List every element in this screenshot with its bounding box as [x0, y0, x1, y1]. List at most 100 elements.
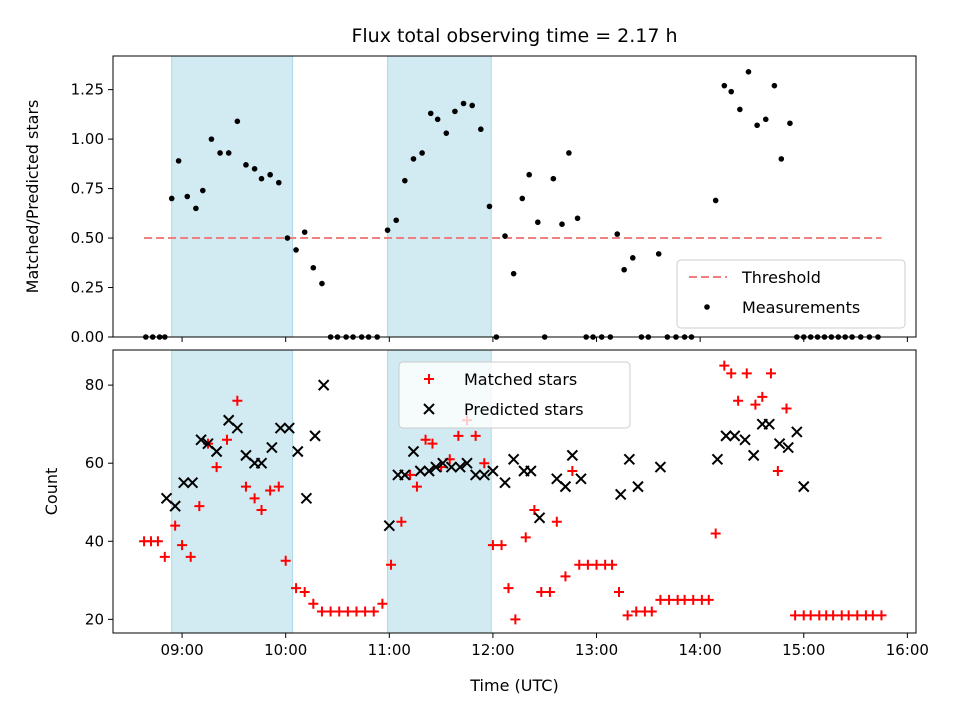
legend-label: Measurements — [742, 298, 860, 317]
measurement-point — [559, 221, 565, 228]
matched-point — [622, 610, 633, 621]
matched-point — [368, 606, 379, 617]
matched-point — [646, 606, 657, 617]
matched-point — [679, 594, 690, 605]
legend-box — [676, 259, 906, 329]
predicted-point — [274, 422, 287, 434]
measurement-point — [402, 177, 408, 184]
measurement-point — [193, 205, 199, 212]
predicted-point — [317, 379, 330, 391]
matched-point — [325, 606, 336, 617]
matched-point — [420, 434, 431, 445]
measurement-point — [519, 195, 526, 202]
matched-point — [781, 403, 792, 414]
matched-point — [221, 434, 232, 445]
predicted-point — [423, 465, 435, 477]
predicted-point — [623, 453, 636, 466]
y-tick-label: 40 — [85, 532, 104, 550]
legend-label: Matched stars — [464, 370, 577, 389]
matched-point — [299, 587, 310, 598]
x-axis-label: Time (UTC) — [469, 676, 558, 695]
matched-point — [544, 587, 555, 598]
predicted-point — [195, 434, 207, 446]
matched-point — [726, 368, 737, 379]
y-tick-label: 0.50 — [71, 229, 104, 247]
legend: Threshold Measurements — [676, 259, 906, 329]
measurement-point — [550, 175, 557, 182]
measurement-point — [275, 179, 282, 186]
matched-point — [757, 391, 768, 402]
predicted-point — [499, 477, 511, 489]
predicted-point — [575, 473, 587, 485]
y-tick-label: 20 — [85, 610, 104, 628]
measurement-point — [225, 150, 232, 156]
measurement-point — [526, 171, 532, 178]
predicted-point — [559, 480, 572, 493]
matched-point — [470, 430, 481, 441]
matched-point — [688, 594, 699, 605]
legend-box — [398, 361, 631, 429]
predicted-point — [283, 422, 295, 434]
predicted-point — [798, 480, 810, 493]
measurement-point — [745, 69, 752, 75]
predicted-point — [407, 445, 420, 458]
measurement-point — [217, 150, 223, 156]
x-tick-label: 12:00 — [471, 641, 514, 659]
y-axis-label: Count — [42, 468, 61, 516]
predicted-point — [763, 418, 775, 430]
measurement-point — [243, 162, 249, 168]
predicted-point — [632, 480, 644, 493]
measurement-point — [175, 158, 182, 164]
matched-point — [710, 528, 721, 539]
predicted-point — [300, 492, 313, 505]
matched-point — [790, 610, 801, 621]
matched-point — [805, 610, 816, 621]
predicted-point — [773, 437, 786, 450]
x-tick-label: 15:00 — [782, 641, 825, 659]
matched-point — [291, 583, 302, 594]
measurement-point — [754, 122, 760, 129]
measurement-point — [469, 102, 475, 109]
predicted-point — [210, 445, 223, 458]
matched-point — [334, 606, 345, 617]
matched-point — [194, 501, 205, 512]
matched-point — [342, 606, 353, 617]
measurement-point — [301, 229, 308, 235]
matched-point — [240, 481, 251, 492]
measurement-point — [771, 82, 778, 89]
predicted-point — [454, 461, 466, 473]
measurement-point — [629, 255, 636, 261]
matched-point — [607, 559, 618, 570]
predicted-point — [292, 445, 304, 458]
shaded-interval — [171, 55, 294, 338]
predicted-point — [747, 449, 760, 462]
measurement-point — [419, 150, 425, 156]
predicted-point — [445, 461, 458, 473]
matched-point — [741, 368, 752, 379]
matched-point — [280, 555, 291, 566]
measurement-point — [502, 233, 508, 239]
matched-point — [377, 598, 388, 609]
measurement-point — [478, 126, 484, 133]
matched-point — [765, 368, 776, 379]
measurement-point — [184, 193, 191, 200]
measurement-point — [284, 235, 291, 241]
matched-point — [560, 571, 571, 582]
axes-frame — [112, 349, 917, 634]
matched-point — [574, 559, 585, 570]
matched-point — [152, 536, 163, 547]
legend-matched-swatch — [424, 374, 434, 384]
measurement-point — [310, 264, 317, 271]
matched-point — [828, 610, 839, 621]
matched-point — [503, 583, 514, 594]
measurement-point — [319, 280, 325, 287]
predicted-point — [231, 422, 244, 434]
measurement-point — [762, 116, 769, 123]
predicted-point — [309, 430, 321, 442]
measurement-point — [427, 110, 434, 117]
matched-point — [703, 594, 714, 605]
y-tick-label: 0.25 — [71, 279, 104, 297]
measurement-point — [208, 136, 215, 142]
matched-point — [211, 462, 222, 473]
